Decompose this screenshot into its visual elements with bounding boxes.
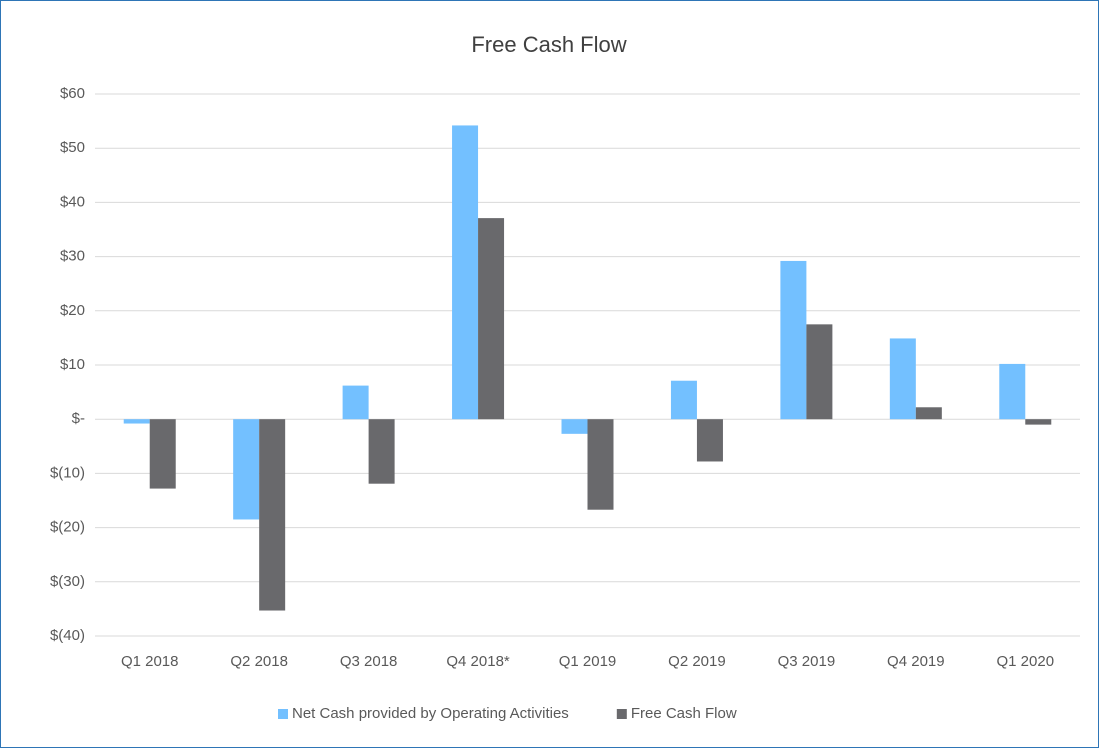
y-tick-label: $50 <box>60 139 85 156</box>
legend-label: Net Cash provided by Operating Activitie… <box>292 705 569 722</box>
bar <box>342 385 369 420</box>
x-tick-label: Q3 2019 <box>778 653 836 670</box>
y-tick-label: $(10) <box>50 464 85 481</box>
bar <box>259 419 286 611</box>
bar <box>915 407 942 420</box>
bar <box>587 419 614 510</box>
bar <box>670 380 697 420</box>
x-tick-label: Q1 2018 <box>121 653 179 670</box>
bar <box>1025 419 1052 425</box>
bar <box>478 218 505 420</box>
bar <box>368 419 395 484</box>
y-tick-label: $(30) <box>50 573 85 590</box>
bar <box>452 125 479 420</box>
legend-swatch <box>616 709 627 719</box>
x-tick-label: Q2 2019 <box>668 653 726 670</box>
bar <box>889 338 916 420</box>
x-tick-label: Q1 2020 <box>997 653 1055 670</box>
x-tick-label: Q1 2019 <box>559 653 617 670</box>
x-tick-label: Q4 2019 <box>887 653 945 670</box>
y-tick-label: $20 <box>60 302 85 319</box>
bar <box>806 324 833 420</box>
y-tick-label: $60 <box>60 85 85 102</box>
bar <box>123 419 150 424</box>
x-tick-label: Q3 2018 <box>340 653 398 670</box>
bar <box>233 419 260 520</box>
y-tick-label: $(40) <box>50 627 85 644</box>
y-tick-label: $- <box>72 410 85 427</box>
chart-title: Free Cash Flow <box>471 32 626 57</box>
legend-swatch <box>278 709 288 719</box>
y-tick-label: $30 <box>60 248 85 265</box>
y-tick-label: $10 <box>60 356 85 373</box>
bar <box>149 419 176 489</box>
x-tick-label: Q2 2018 <box>230 653 288 670</box>
bar <box>999 363 1026 420</box>
bar <box>561 419 588 434</box>
y-tick-label: $(20) <box>50 519 85 536</box>
x-tick-label: Q4 2018* <box>446 653 510 670</box>
bar <box>696 419 723 462</box>
y-tick-label: $40 <box>60 193 85 210</box>
bar <box>780 260 807 420</box>
legend-label: Free Cash Flow <box>631 705 737 722</box>
